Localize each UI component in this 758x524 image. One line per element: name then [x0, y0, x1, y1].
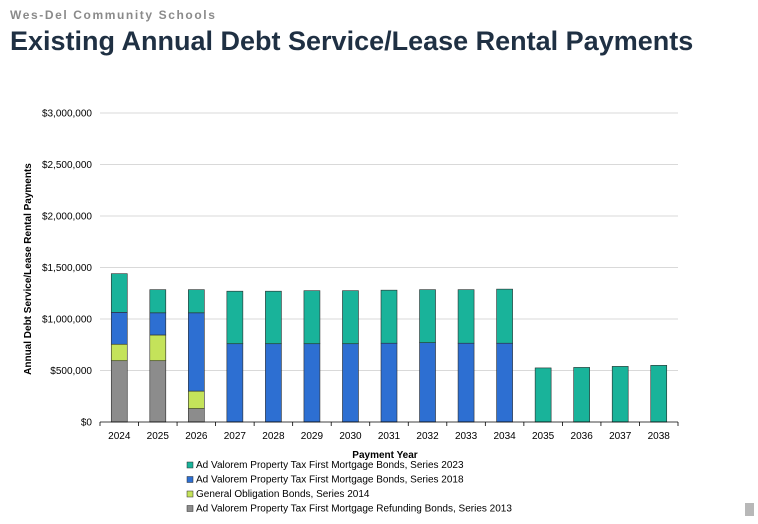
bar-segment	[149, 334, 167, 362]
legend-swatch	[186, 476, 194, 483]
bar-segment	[380, 342, 398, 423]
x-tick-label: 2033	[455, 431, 478, 442]
x-tick-label: 2030	[339, 431, 362, 442]
y-axis-ticks: $0 $500,000 $1,000,000 $1,500,000 $2,000,000…	[42, 109, 92, 429]
y-tick-label: $2,500,000	[42, 160, 92, 171]
y-tick-label: $2,000,000	[42, 212, 92, 223]
x-tick-label: 2037	[609, 431, 632, 442]
bar-segment	[226, 343, 244, 423]
bar-segment	[573, 367, 590, 423]
bar-segment	[380, 289, 398, 344]
y-tick-label: $1,500,000	[42, 263, 92, 274]
bar-segment	[611, 366, 629, 423]
bar-segment	[265, 343, 282, 423]
bar-segment	[650, 365, 668, 423]
x-tick-label: 2036	[571, 431, 594, 442]
legend-swatch	[186, 461, 194, 469]
x-tick-label: 2038	[648, 431, 671, 442]
bar-segment	[457, 342, 475, 423]
x-tick-label: 2028	[262, 431, 285, 442]
legend-entry: Ad Valorem Property Tax First Mortgage R…	[196, 504, 512, 515]
bar-segment	[149, 312, 167, 336]
legend-entry: Ad Valorem Property Tax First Mortgage B…	[196, 475, 464, 486]
bar-segment	[188, 408, 205, 423]
x-tick-label: 2031	[378, 431, 401, 442]
x-tick-label: 2024	[108, 431, 131, 442]
bar-segment	[342, 290, 359, 345]
x-tick-label: 2025	[147, 431, 170, 442]
bar-segment	[265, 290, 282, 345]
bar-segment	[419, 289, 436, 343]
legend: Ad Valorem Property Tax First Mortgage B…	[186, 460, 512, 515]
bar-segment	[457, 289, 475, 344]
x-tick-label: 2034	[493, 431, 516, 442]
bar-segment	[534, 367, 552, 423]
x-axis-label: Payment Year	[352, 450, 418, 461]
y-tick-label: $500,000	[50, 366, 92, 377]
bar-segment	[110, 273, 128, 313]
bar-segment	[496, 288, 513, 344]
x-tick-label: 2032	[416, 431, 439, 442]
bar-segment	[188, 312, 205, 392]
x-axis-ticks: 2024 2025 2026 2027 2028 2029 2030 2031 2032 2033…	[99, 422, 679, 442]
bar-segment	[110, 343, 128, 362]
x-tick-label: 2027	[224, 431, 247, 442]
x-tick-label: 2029	[301, 431, 324, 442]
bar-segment	[149, 360, 167, 423]
y-tick-label: $0	[81, 418, 93, 429]
x-tick-label: 2035	[532, 431, 555, 442]
page-corner-mark	[745, 503, 754, 516]
y-tick-label: $1,000,000	[42, 315, 92, 326]
bar-segment	[110, 312, 128, 345]
legend-entry: Ad Valorem Property Tax First Mortgage B…	[196, 460, 464, 471]
legend-swatch	[186, 505, 194, 512]
bar-segment	[110, 360, 128, 423]
y-tick-label: $3,000,000	[42, 109, 92, 120]
page-title: Existing Annual Debt Service/Lease Renta…	[10, 26, 694, 56]
bar-segment	[188, 289, 205, 314]
bar-segment	[149, 289, 167, 314]
bar-segment	[496, 342, 513, 423]
x-tick-label: 2026	[185, 431, 208, 442]
bar-segment	[342, 343, 359, 423]
legend-swatch	[186, 490, 194, 498]
y-axis-label: Annual Debt Service/Lease Rental Payment…	[23, 163, 34, 375]
bar-segment	[303, 343, 321, 423]
bars	[110, 273, 668, 423]
bar-segment	[419, 342, 436, 423]
bar-segment	[188, 390, 205, 409]
bar-segment	[303, 290, 321, 345]
bar-segment	[226, 290, 244, 345]
organization-name: Wes-Del Community Schools	[10, 8, 217, 22]
legend-entry: General Obligation Bonds, Series 2014	[196, 489, 370, 500]
